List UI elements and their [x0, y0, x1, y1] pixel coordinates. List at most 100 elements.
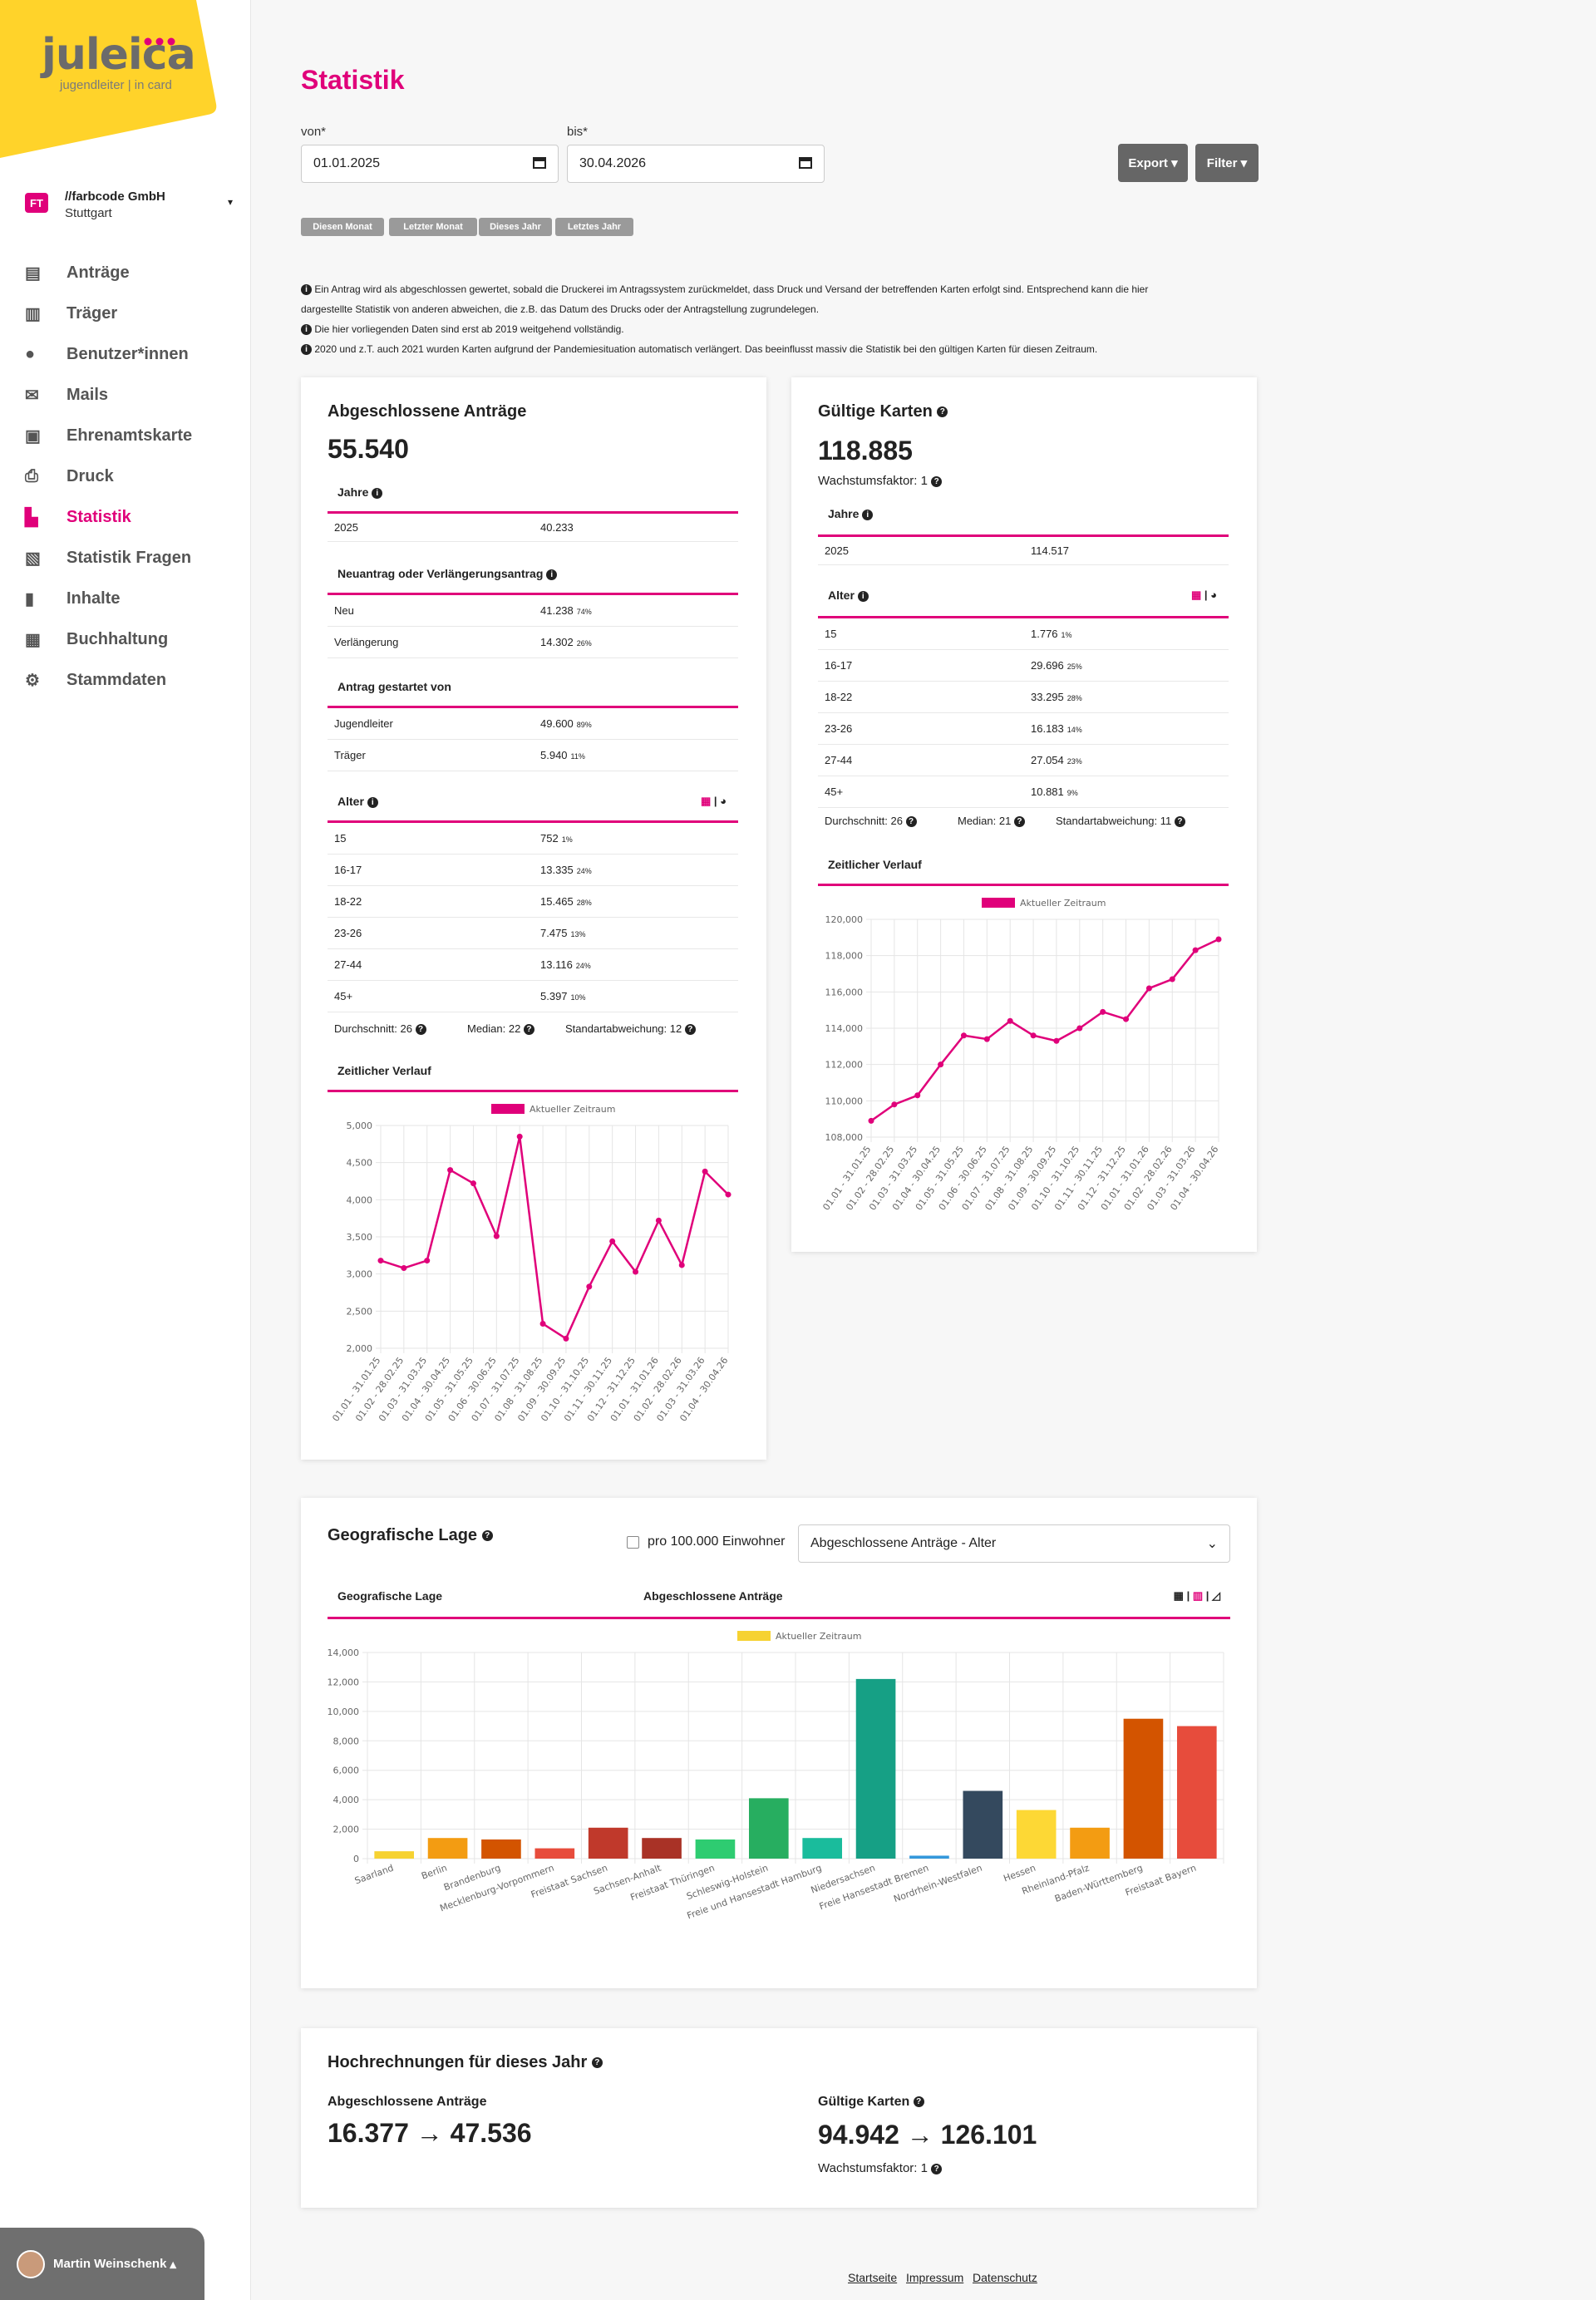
- y-tick-label: 2,000: [333, 1825, 360, 1835]
- sidebar-item-druck[interactable]: ⎙ Druck: [25, 456, 241, 497]
- footer-link-home[interactable]: Startseite: [848, 2271, 898, 2284]
- row-percent: 89%: [576, 721, 592, 729]
- row-percent: 14%: [1066, 726, 1082, 734]
- row-value-group: 1.776 1%: [1031, 628, 1072, 640]
- filter-button[interactable]: Filter ▾: [1195, 144, 1259, 182]
- checkbox-box[interactable]: [627, 1535, 639, 1549]
- view-toggle[interactable]: ▦ | ◕: [1190, 589, 1217, 601]
- user-menu[interactable]: Martin Weinschenk ▴: [0, 2228, 204, 2300]
- juleica-logo[interactable]: juleica jugendleiter | in card: [0, 0, 224, 158]
- sidebar-item-anträge[interactable]: ▤ Anträge: [25, 253, 241, 293]
- y-tick-label: 12,000: [328, 1677, 359, 1687]
- data-point: [1215, 936, 1222, 943]
- projection-app-label: Abgeschlossene Anträge: [328, 2095, 487, 2109]
- data-point: [609, 1238, 616, 1244]
- cards-growth: Wachstumsfaktor: 1 ?: [818, 474, 943, 488]
- row-key: 2025: [334, 521, 358, 534]
- row-value-group: 752 1%: [540, 832, 573, 845]
- table-row: 27-44 27.054 23%: [818, 745, 1229, 776]
- y-tick-label: 14,000: [328, 1647, 359, 1658]
- per-capita-checkbox[interactable]: pro 100.000 Einwohner: [627, 1534, 785, 1549]
- cards-timeline-header: Zeitlicher Verlauf: [818, 853, 1229, 886]
- sidebar-item-ehrenamtskarte[interactable]: ▣ Ehrenamtskarte: [25, 416, 241, 456]
- cards-total: 118.885: [818, 436, 913, 465]
- data-point: [702, 1168, 708, 1175]
- sidebar-item-träger[interactable]: ▥ Träger: [25, 293, 241, 334]
- brand-name: juleica: [42, 30, 196, 80]
- sidebar-item-benutzer-innen[interactable]: ● Benutzer*innen: [25, 334, 241, 375]
- data-point: [983, 1036, 990, 1042]
- export-button[interactable]: Export ▾: [1118, 144, 1188, 182]
- row-percent: 1%: [561, 835, 573, 844]
- projection-card-value: 94.942 → 126.101: [818, 2120, 1037, 2150]
- sidebar-item-buchhaltung[interactable]: ▦ Buchhaltung: [25, 619, 241, 660]
- bar: [855, 1678, 896, 1859]
- chip-this-year[interactable]: Dieses Jahr: [479, 218, 552, 236]
- sidebar-item-statistik-fragen[interactable]: ▧ Statistik Fragen: [25, 538, 241, 579]
- avg-text: Durchschnitt: 26: [334, 1022, 412, 1035]
- org-switcher[interactable]: FT //farbcode GmbH Stuttgart ▾: [25, 188, 233, 221]
- sidebar-item-inhalte[interactable]: ▮ Inhalte: [25, 579, 241, 619]
- view-toggle[interactable]: ▦ | ▥ | ◿: [1173, 1589, 1220, 1602]
- row-key: Verlängerung: [334, 636, 399, 648]
- table-row: 15 752 1%: [328, 823, 738, 854]
- row-value: 5.940: [540, 749, 568, 761]
- to-date-input[interactable]: 30.04.2026: [567, 145, 825, 183]
- cards-age-std: Standartabweichung: 11 ?: [1056, 815, 1185, 828]
- sidebar-item-mails[interactable]: ✉ Mails: [25, 375, 241, 416]
- sidebar-item-label: Statistik: [66, 508, 131, 526]
- from-date-input[interactable]: 01.01.2025: [301, 145, 559, 183]
- x-tick-label: Hessen: [1002, 1863, 1037, 1884]
- row-percent: 24%: [576, 867, 592, 875]
- help-icon: ?: [1174, 816, 1185, 828]
- age-std: Standartabweichung: 12 ?: [565, 1022, 696, 1036]
- data-point: [938, 1061, 944, 1068]
- chevron-down-icon: ⌄: [1206, 1537, 1218, 1551]
- line-chart-icon[interactable]: ◿: [1212, 1589, 1220, 1602]
- bar-chart-icon[interactable]: ▥: [1192, 1589, 1204, 1602]
- data-point: [493, 1233, 500, 1239]
- table-icon[interactable]: ▦: [1190, 589, 1202, 601]
- y-tick-label: 112,000: [825, 1060, 864, 1071]
- chip-this-month[interactable]: Diesen Monat: [301, 218, 384, 236]
- help-icon: ?: [913, 2096, 924, 2108]
- row-key: 45+: [825, 786, 844, 798]
- table-icon[interactable]: ▦: [700, 795, 712, 807]
- row-key: 18-22: [825, 691, 853, 703]
- help-icon: ?: [905, 816, 917, 828]
- row-percent: 74%: [576, 608, 592, 616]
- table-row: Jugendleiter 49.600 89%: [328, 708, 738, 740]
- y-tick-label: 118,000: [825, 951, 864, 962]
- footer-link-imprint[interactable]: Impressum: [906, 2271, 964, 2284]
- sidebar-item-stammdaten[interactable]: ⚙ Stammdaten: [25, 660, 241, 701]
- chip-last-year[interactable]: Letztes Jahr: [555, 218, 633, 236]
- user-name: Martin Weinschenk: [53, 2257, 167, 2271]
- row-value: 29.696: [1031, 659, 1064, 672]
- view-toggle[interactable]: ▦ | ◕: [700, 795, 727, 807]
- sidebar-item-label: Statistik Fragen: [66, 549, 192, 567]
- pie-chart-icon[interactable]: ◕: [1210, 589, 1217, 601]
- years-header: Jahre i: [328, 480, 738, 514]
- data-point: [891, 1101, 898, 1108]
- row-key: Neu: [334, 604, 354, 617]
- bar: [374, 1851, 415, 1859]
- sidebar-item-statistik[interactable]: ▙ Statistik: [25, 497, 241, 538]
- help-icon: ?: [937, 406, 948, 418]
- row-key: 2025: [825, 544, 849, 557]
- pie-chart-icon[interactable]: ◕: [720, 795, 727, 807]
- table-row: 16-17 29.696 25%: [818, 650, 1229, 682]
- row-percent: 11%: [570, 752, 585, 761]
- data-point: [868, 1117, 874, 1124]
- filter-label: Filter: [1206, 155, 1238, 170]
- row-value-group: 7.475 13%: [540, 927, 586, 939]
- applications-card: Abgeschlossene Anträge 55.540 Jahre i 20…: [301, 377, 766, 1460]
- metric-select[interactable]: Abgeschlossene Anträge - Alter ⌄: [798, 1524, 1230, 1563]
- export-label: Export: [1128, 155, 1168, 170]
- org-city: Stuttgart: [65, 206, 112, 220]
- data-point: [1053, 1037, 1060, 1044]
- footer-link-privacy[interactable]: Datenschutz: [973, 2271, 1037, 2284]
- table-icon[interactable]: ▦: [1173, 1589, 1184, 1602]
- legend-label: Aktueller Zeitraum: [1020, 898, 1106, 909]
- row-value: 16.183: [1031, 722, 1064, 735]
- chip-last-month[interactable]: Letzter Monat: [389, 218, 477, 236]
